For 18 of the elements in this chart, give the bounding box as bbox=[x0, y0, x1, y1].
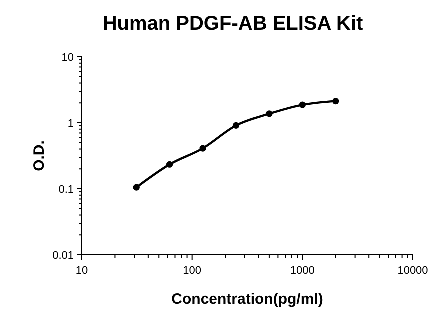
y-axis-title: O.D. bbox=[31, 140, 48, 172]
y-tick-label: 0.1 bbox=[58, 184, 74, 196]
x-tick-label: 10 bbox=[76, 265, 88, 277]
point bbox=[232, 122, 240, 130]
point bbox=[166, 161, 174, 168]
point bbox=[332, 98, 340, 105]
x-tick-label: 10000 bbox=[398, 265, 428, 277]
y-tick-label: 10 bbox=[62, 52, 74, 64]
x-axis-title: Concentration(pg/ml) bbox=[172, 291, 324, 308]
y-tick-label: 1 bbox=[68, 118, 74, 130]
point bbox=[133, 184, 140, 191]
x-tick-label: 1000 bbox=[290, 265, 315, 277]
y-tick-label: 0.01 bbox=[52, 250, 74, 262]
point bbox=[200, 145, 206, 152]
chart-title: Human PDGF-AB ELISA Kit bbox=[102, 13, 364, 35]
point bbox=[299, 102, 306, 108]
point bbox=[266, 110, 273, 118]
x-tick-label: 100 bbox=[183, 265, 202, 277]
